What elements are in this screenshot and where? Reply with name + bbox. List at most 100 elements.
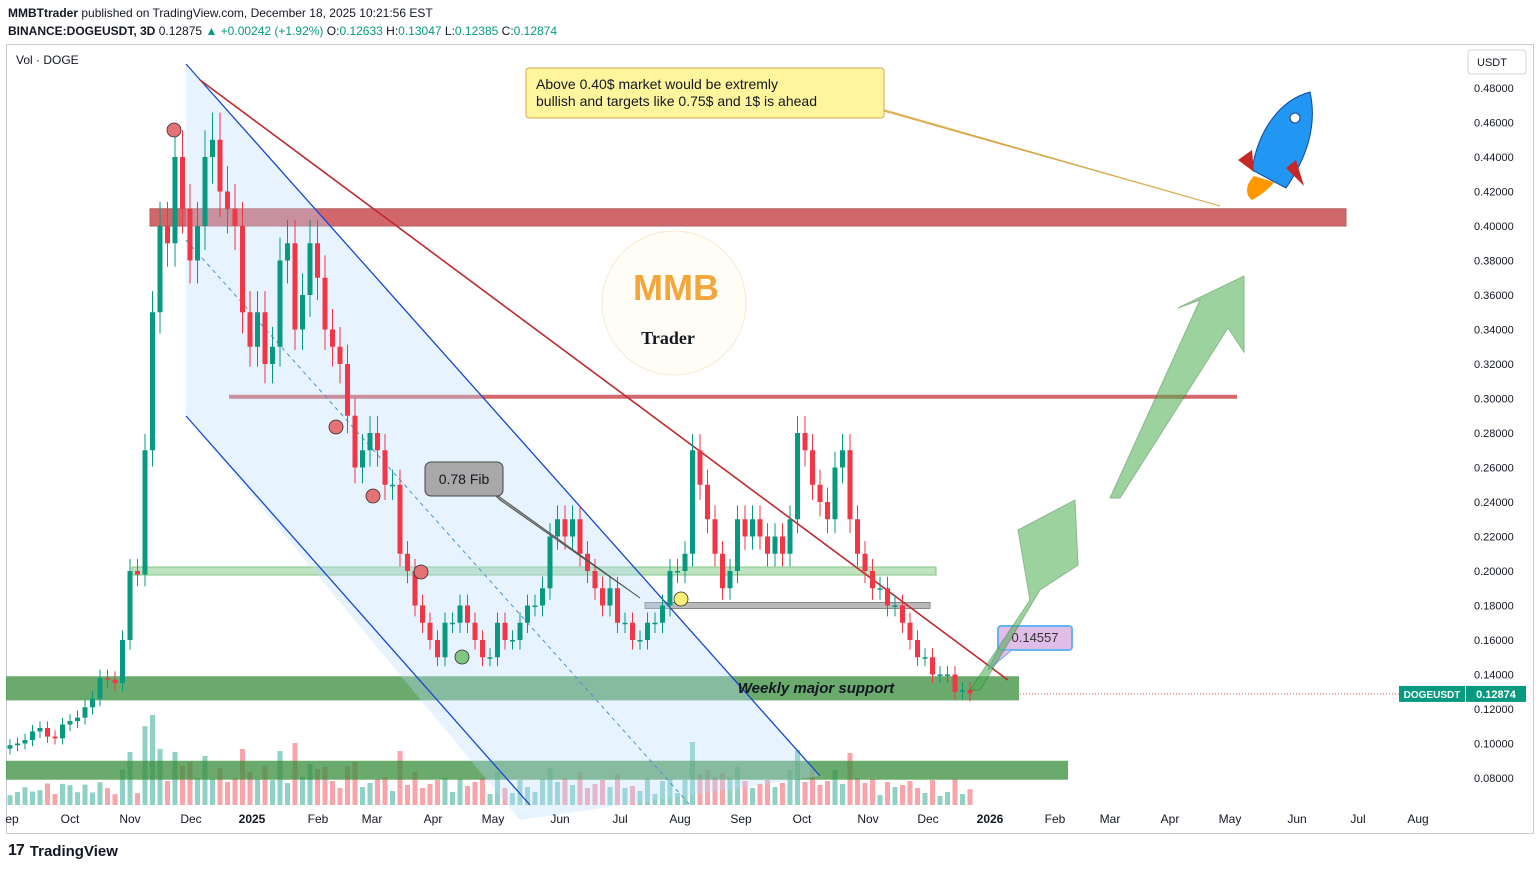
volume-bar [337, 788, 343, 805]
candle-body [270, 346, 275, 364]
candle-body [637, 640, 643, 642]
volume-bar [585, 788, 590, 805]
candle-body [382, 450, 388, 485]
y-tick-label: 0.46000 [1474, 118, 1514, 130]
author-name[interactable]: MMBTtrader [8, 6, 79, 20]
rocket-flame-icon [1247, 176, 1274, 200]
channel-fill [186, 64, 820, 820]
candle-body [577, 519, 583, 554]
volume-bar [937, 796, 943, 805]
tradingview-brand[interactable]: TradingView [29, 842, 118, 860]
candle-body [832, 467, 838, 520]
candle-body [787, 519, 793, 554]
candle-body [337, 346, 343, 364]
candle-body [540, 588, 545, 606]
candle-body [720, 553, 725, 589]
candle-body [900, 605, 905, 623]
volume-bar [165, 781, 170, 805]
volume-bar [945, 792, 950, 805]
candle-body [892, 605, 898, 607]
volume-bar [802, 782, 808, 805]
candle-body [772, 536, 778, 554]
x-tick-label: Jun [1287, 812, 1306, 826]
candle-body [90, 698, 95, 708]
volume-bar [697, 774, 703, 805]
volume-bar [780, 783, 785, 805]
candle-body [570, 519, 575, 537]
callout-text-line1: Above 0.40$ market would be extremly [536, 76, 778, 92]
x-tick-label: Mar [362, 812, 383, 826]
candle-body [675, 571, 680, 573]
candle-body [202, 157, 208, 226]
volume-bar [307, 764, 313, 805]
weekly-support-zone [6, 676, 1019, 701]
candlesticks [7, 112, 973, 755]
y-tick-label: 0.48000 [1474, 83, 1514, 95]
x-tick-label: Aug [1407, 812, 1428, 826]
channel-mid-line [185, 239, 691, 806]
x-tick-label: Nov [857, 812, 878, 826]
candle-body [510, 640, 515, 642]
y-tick-label: 0.44000 [1474, 152, 1514, 164]
candle-body [45, 727, 50, 737]
candle-body [802, 433, 808, 451]
volume-bar [862, 783, 868, 805]
candle-body [232, 208, 238, 226]
volume-bar [210, 779, 215, 805]
x-tick-label: Feb [1045, 812, 1066, 826]
channel-lower-line [185, 415, 531, 806]
candle-body [607, 588, 613, 606]
candle-body [660, 605, 665, 623]
candle-body [945, 674, 950, 676]
y-tick-label: 0.40000 [1474, 221, 1514, 233]
published-text: published on TradingView.com, December 1… [81, 6, 433, 20]
candle-body [555, 519, 560, 537]
volume-bar [517, 780, 523, 805]
volume-bar [22, 787, 28, 805]
chart-frame[interactable] [6, 44, 1534, 834]
tradingview-footer: 17 TradingView [8, 842, 118, 860]
volume-bar [622, 788, 628, 805]
tradingview-logo-icon: 17 [8, 842, 25, 859]
x-tick-label: Oct [61, 812, 80, 826]
volume-bar [465, 786, 470, 805]
candle-body [82, 707, 88, 718]
candle-body [397, 484, 403, 554]
candle-body [705, 484, 710, 520]
candle-body [517, 622, 523, 640]
y-tick-label: 0.36000 [1474, 290, 1514, 302]
candle-body [967, 690, 973, 694]
candle-body [292, 243, 298, 330]
volume-bar [742, 781, 748, 805]
volume-bar [120, 769, 125, 805]
candle-body [15, 743, 20, 746]
candle-body [952, 674, 958, 692]
volume-bar [727, 778, 733, 805]
symbol-label[interactable]: BINANCE:DOGEUSDT, 3D [8, 24, 156, 38]
candle-body [7, 745, 13, 749]
volume-bar [270, 780, 275, 805]
candle-body [915, 640, 920, 658]
candle-body [795, 433, 800, 520]
candle-body [862, 553, 868, 571]
volume-bar [600, 780, 605, 805]
target-arrow-2 [1109, 275, 1245, 499]
volume-bar [427, 784, 433, 805]
volume-bar [922, 793, 928, 805]
descending-channel [185, 63, 1009, 820]
volume-bar [652, 794, 658, 805]
x-tick-label: Jun [550, 812, 569, 826]
price-tag-label: 0.14557 [1012, 630, 1059, 645]
candle-body [810, 450, 815, 485]
volume-bar [75, 792, 80, 805]
candle-body [247, 312, 253, 347]
candle-body [375, 433, 380, 451]
candle-body [300, 295, 305, 330]
volume-bar [592, 784, 598, 805]
candle-body [240, 226, 245, 313]
candle-body [502, 622, 508, 640]
candle-body [262, 312, 268, 364]
volume-bar [577, 772, 583, 805]
x-tick-label: Aug [669, 812, 690, 826]
